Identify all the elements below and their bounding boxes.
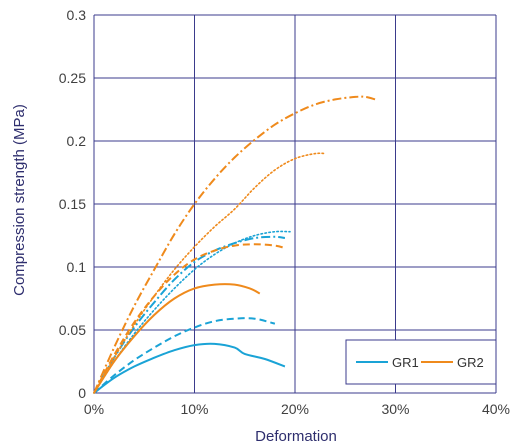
y-tick-label: 0.05	[59, 322, 86, 338]
y-tick-label: 0.1	[67, 259, 87, 275]
y-tick-label: 0.15	[59, 196, 86, 212]
series-line-gr1-dotted	[93, 230, 291, 394]
y-tick-label: 0.2	[67, 133, 87, 149]
tick-layer: 0 0.05 0.1 0.15 0.2 0.25 0.3 0% 10% 20% 30% 40%	[59, 7, 510, 417]
legend: GR1 GR2	[345, 339, 497, 385]
series-line-gr2-dotted	[93, 152, 326, 394]
x-tick-label: 40%	[482, 401, 510, 417]
y-tick-label: 0.3	[67, 7, 87, 23]
series-line-gr2-solid	[93, 283, 261, 394]
y-tick-label: 0	[78, 385, 86, 401]
legend-label-gr1: GR1	[392, 355, 419, 370]
series-line-gr2-dashed	[93, 243, 286, 394]
grid-layer	[93, 14, 497, 394]
x-tick-label: 10%	[180, 401, 208, 417]
x-tick-label: 30%	[381, 401, 409, 417]
x-axis-title: Deformation	[255, 428, 337, 445]
series-layer	[93, 95, 376, 394]
series-line-gr2-dash-dot	[93, 95, 376, 394]
y-tick-label: 0.25	[59, 70, 86, 86]
series-line-gr1-solid	[93, 342, 286, 394]
legend-label-gr2: GR2	[457, 355, 484, 370]
x-tick-label: 0%	[84, 401, 104, 417]
series-line-gr1-dash-dot	[93, 235, 286, 394]
x-tick-label: 20%	[281, 401, 309, 417]
series-line-gr1-dashed	[93, 317, 276, 394]
y-axis-title: Compression strength (MPa)	[11, 104, 28, 296]
